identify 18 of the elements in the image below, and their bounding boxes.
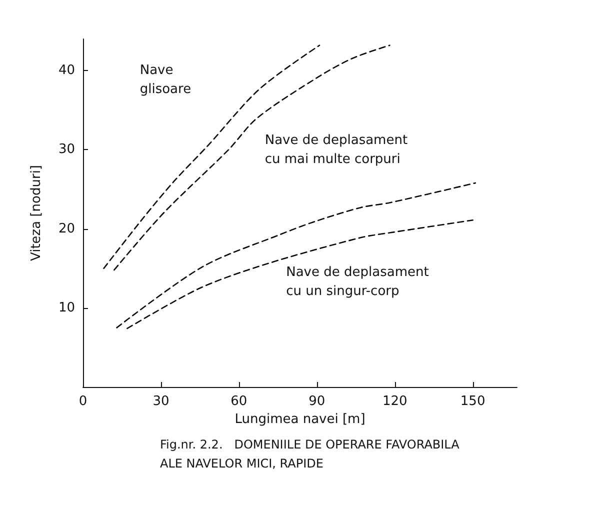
x-axis-title: Lungimea navei [m] (234, 412, 366, 427)
y-tick-label: 20 (58, 221, 75, 236)
y-axis-title: Viteza [noduri] (29, 164, 44, 262)
annotation: Nave de deplasament cu mai multe corpuri (264, 133, 408, 168)
x-tick-label: 30 (152, 394, 170, 409)
annotation: Nave de deplasament cu un singur-corp (286, 264, 429, 299)
y-tick-label: 10 (58, 300, 75, 316)
y-tick-label: 30 (58, 142, 75, 158)
x-tick-label: 90 (308, 394, 326, 409)
line-series (126, 219, 474, 330)
y-tick-label: 40 (58, 63, 75, 78)
text: Fig.nr. 2.2. DOMENIILE DE OPERARE FAVORABILA ALE NAVELOR MICI, RAPIDE (160, 438, 460, 470)
x-tick-label: 60 (230, 394, 248, 409)
annotation: Nave glisoare (140, 63, 192, 98)
x-tick-label: 150 (460, 394, 486, 409)
x-tick-label: 0 (78, 394, 88, 409)
line-series (116, 182, 476, 328)
x-tick-label: 120 (382, 394, 408, 409)
